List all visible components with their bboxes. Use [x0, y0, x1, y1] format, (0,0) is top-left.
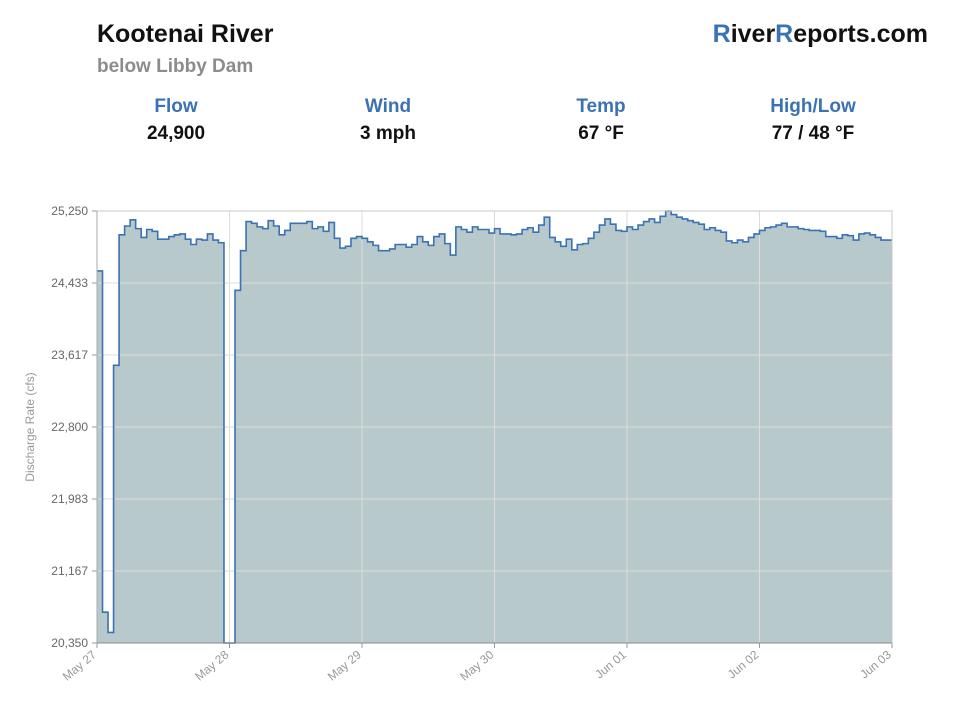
y-tick-label: 21,983: [51, 492, 88, 506]
stat-flow: Flow 24,900: [86, 96, 266, 145]
river-name: Kootenai River: [97, 20, 274, 48]
logo-part-iver: iver: [730, 20, 776, 48]
stat-wind: Wind 3 mph: [298, 96, 478, 145]
stat-flow-value: 24,900: [146, 123, 206, 144]
x-tick-label: Jun 02: [725, 647, 762, 681]
y-axis-title: Discharge Rate (cfs): [23, 372, 37, 481]
y-tick-label: 21,167: [51, 564, 88, 578]
y-tick-label: 25,250: [51, 204, 88, 218]
stat-temp-label: Temp: [576, 96, 626, 117]
stat-temp: Temp 67 °F: [511, 96, 691, 145]
y-tick-label: 23,617: [51, 348, 88, 362]
y-tick-label: 24,433: [51, 276, 88, 290]
stat-high-low: High/Low 77 / 48 °F: [723, 96, 903, 145]
y-tick-label: 20,350: [51, 636, 88, 650]
x-tick-label: May 27: [60, 647, 99, 683]
x-tick-label: May 30: [457, 647, 496, 683]
logo-letter-r1: R: [712, 20, 731, 48]
river-location: below Libby Dam: [97, 56, 254, 77]
x-tick-label: Jun 01: [592, 647, 629, 681]
stat-high-low-value: 77 / 48 °F: [771, 123, 855, 144]
stat-high-low-label: High/Low: [770, 96, 856, 117]
stat-temp-value: 67 °F: [578, 123, 624, 144]
logo-letter-r2: R: [775, 20, 794, 48]
logo-part-eports: eports.com: [793, 20, 928, 48]
x-tick-label: May 28: [192, 647, 231, 683]
stat-flow-label: Flow: [154, 96, 198, 117]
stat-wind-value: 3 mph: [360, 123, 416, 144]
x-tick-label: May 29: [325, 647, 364, 683]
site-logo[interactable]: RiverReports.com: [713, 20, 928, 49]
stat-wind-label: Wind: [364, 96, 412, 117]
y-tick-label: 22,800: [51, 420, 88, 434]
x-tick-label: Jun 03: [857, 647, 894, 681]
